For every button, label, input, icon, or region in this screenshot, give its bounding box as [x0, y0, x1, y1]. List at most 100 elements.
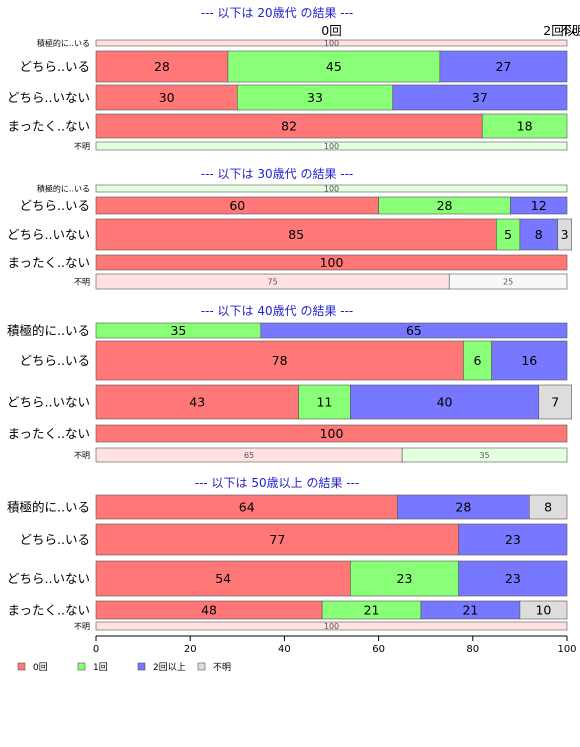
bar-segment — [397, 494, 530, 520]
row-label: どちら..いる — [20, 198, 90, 213]
row-label: どちら..いない — [7, 571, 90, 586]
data-label: 7 — [551, 395, 559, 410]
bar-segment — [298, 384, 351, 420]
data-label: 82 — [281, 119, 297, 134]
row-label: どちら..いない — [7, 90, 90, 105]
row-label: 不明 — [74, 278, 90, 287]
row-label: どちら..いる — [20, 353, 90, 368]
data-label: 60 — [229, 198, 245, 213]
legend-swatch — [17, 662, 26, 671]
bar-segment — [95, 384, 299, 420]
data-label: 35 — [479, 451, 489, 460]
panel-title: --- 以下は 30歳代 の結果 --- — [201, 167, 354, 181]
row-label: 積極的に..いる — [37, 184, 90, 194]
bar-segment — [95, 560, 351, 597]
x-tick-label: 20 — [184, 644, 197, 655]
legend-label: 1回 — [93, 662, 108, 673]
data-label: 100 — [324, 185, 339, 194]
row-label: まったく..ない — [8, 426, 90, 441]
row-label: どちら..いない — [7, 227, 90, 242]
data-label: 23 — [505, 571, 521, 586]
bar-segment — [392, 84, 568, 111]
data-label: 18 — [517, 119, 533, 134]
data-label: 8 — [535, 227, 543, 242]
legend-swatch — [197, 662, 206, 671]
data-label: 11 — [316, 395, 332, 410]
panel-title: --- 以下は 20歳代 の結果 --- — [201, 6, 354, 20]
data-label: 21 — [364, 603, 380, 618]
panel-title: --- 以下は 50歳以上 の結果 --- — [195, 476, 360, 490]
bar-segment — [519, 600, 568, 620]
legend-label: 2回以上 — [153, 662, 186, 673]
data-label: 16 — [521, 353, 537, 368]
data-label: 65 — [406, 323, 422, 338]
x-tick-label: 100 — [557, 644, 576, 655]
row-label: まったく..ない — [8, 119, 90, 134]
data-label: 100 — [324, 39, 339, 48]
data-label: 23 — [397, 571, 413, 586]
data-label: 85 — [288, 227, 304, 242]
data-label: 100 — [324, 622, 339, 631]
bar-segment — [458, 523, 568, 556]
data-label: 12 — [531, 198, 547, 213]
bar-segment — [538, 384, 573, 420]
top-label: 2回以上 — [543, 23, 580, 38]
data-label: 77 — [269, 532, 285, 547]
bar-segment — [95, 494, 398, 520]
bar-segment — [260, 322, 568, 339]
data-label: 37 — [472, 90, 488, 105]
panel-title: --- 以下は 40歳代 の結果 --- — [201, 304, 354, 318]
row-label: 不明 — [74, 142, 90, 151]
data-label: 23 — [505, 532, 521, 547]
top-label: 不明 — [559, 23, 580, 38]
bar-segment — [95, 254, 568, 271]
x-tick-label: 0 — [93, 644, 99, 655]
bar-segment — [510, 196, 568, 215]
bar-segment — [95, 184, 568, 193]
bar-segment — [519, 218, 558, 251]
data-label: 8 — [544, 500, 552, 515]
row-label: 不明 — [74, 451, 90, 460]
data-label: 28 — [154, 59, 170, 74]
bar-segment — [95, 218, 497, 251]
bar-segment — [95, 113, 483, 139]
data-label: 45 — [326, 59, 342, 74]
data-label: 3 — [561, 227, 569, 242]
bar-segment — [350, 560, 459, 597]
data-label: 21 — [462, 603, 478, 618]
legend-swatch — [137, 662, 146, 671]
row-label: まったく..ない — [8, 255, 90, 270]
row-label: 積極的に..いる — [7, 323, 90, 338]
data-label: 100 — [324, 142, 339, 151]
data-label: 5 — [504, 227, 512, 242]
data-label: 30 — [159, 90, 175, 105]
data-label: 25 — [503, 278, 513, 287]
data-label: 100 — [320, 426, 344, 441]
x-tick-label: 60 — [372, 644, 385, 655]
legend-label: 不明 — [213, 662, 231, 673]
bar-segment — [458, 560, 568, 597]
row-label: どちら..いる — [20, 59, 90, 74]
row-label: どちら..いない — [7, 395, 90, 410]
bar-segment — [401, 447, 568, 463]
data-label: 75 — [268, 278, 278, 287]
top-label: 0回 — [321, 23, 341, 38]
bar-segment — [95, 141, 568, 151]
bar-segment — [350, 384, 540, 420]
row-label: 積極的に..いる — [37, 38, 90, 48]
x-tick-label: 80 — [466, 644, 479, 655]
bar-segment — [95, 523, 459, 556]
data-label: 64 — [239, 500, 255, 515]
bar-segment — [227, 50, 441, 83]
data-label: 33 — [307, 90, 323, 105]
data-label: 40 — [437, 395, 453, 410]
data-label: 78 — [272, 353, 288, 368]
data-label: 10 — [535, 603, 551, 618]
bar-segment — [237, 84, 394, 111]
data-label: 100 — [320, 255, 344, 270]
data-label: 6 — [474, 353, 482, 368]
bar-segment — [448, 273, 568, 290]
bar-segment — [529, 494, 568, 520]
data-label: 48 — [201, 603, 217, 618]
